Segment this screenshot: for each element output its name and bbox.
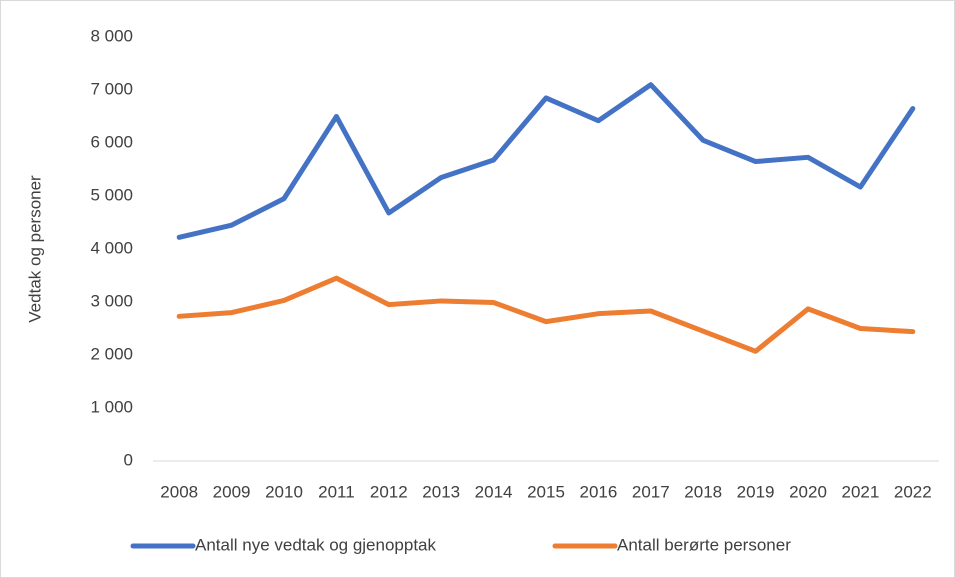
x-tick-label: 2011 [318, 482, 355, 501]
y-tick-label: 3 000 [90, 291, 133, 310]
y-tick-label: 6 000 [90, 132, 133, 151]
x-tick-label: 2015 [527, 482, 565, 501]
y-tick-label: 4 000 [90, 238, 133, 257]
line-series [176, 82, 916, 240]
x-tick-label: 2021 [841, 482, 879, 501]
x-tick-label: 2014 [475, 482, 513, 501]
x-tick-label: 2022 [894, 482, 932, 501]
y-tick-label: 8 000 [90, 26, 133, 45]
y-tick-label: 1 000 [90, 397, 133, 416]
y-tick-label: 7 000 [90, 79, 133, 98]
x-tick-label: 2018 [684, 482, 722, 501]
x-tick-label: 2013 [422, 482, 460, 501]
x-tick-label: 2008 [160, 482, 198, 501]
line-series [176, 275, 916, 354]
y-tick-label: 2 000 [90, 344, 133, 363]
y-tick-label: 0 [124, 450, 133, 469]
x-tick-label: 2017 [632, 482, 670, 501]
y-axis-label: Vedtak og personer [25, 175, 44, 323]
legend-label: Antall berørte personer [617, 535, 791, 554]
legend-label: Antall nye vedtak og gjenopptak [195, 535, 437, 554]
x-tick-label: 2020 [789, 482, 827, 501]
y-tick-label: 5 000 [90, 185, 133, 204]
x-tick-label: 2016 [579, 482, 617, 501]
x-tick-label: 2019 [737, 482, 775, 501]
x-tick-label: 2012 [370, 482, 408, 501]
x-tick-label: 2010 [265, 482, 303, 501]
x-tick-label: 2009 [213, 482, 251, 501]
